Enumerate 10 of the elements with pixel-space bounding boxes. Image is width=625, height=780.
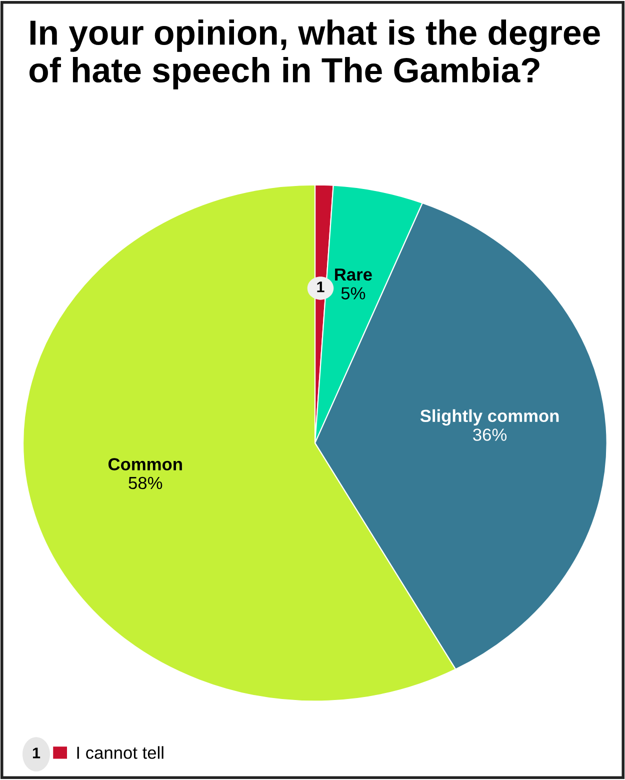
data-label: 1: [317, 282, 324, 292]
slice-label: Common: [108, 458, 182, 470]
slice-label: Rare: [335, 268, 372, 281]
data-label: 58%: [128, 476, 162, 490]
data-label: 5%: [341, 287, 366, 300]
chart-title: In your opinion, what is the degree of hate speech in The Gambia?: [29, 20, 600, 90]
text: 1: [32, 748, 40, 758]
slice-label: Slightly common: [420, 409, 559, 426]
legend-label: I cannot tell: [77, 746, 164, 759]
data-label: 36%: [473, 428, 507, 441]
